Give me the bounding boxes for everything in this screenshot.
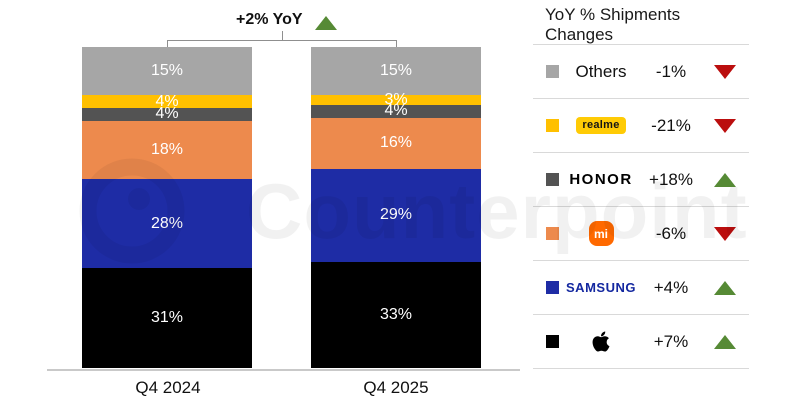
segment-label: 33% bbox=[379, 305, 413, 323]
segment-others: 15% bbox=[311, 47, 481, 96]
stacked-bar-q4-2024: 15% 4% 4% 18% 28% 31% bbox=[82, 47, 252, 368]
segment-label: 16% bbox=[379, 134, 413, 152]
segment-honor: 4% bbox=[82, 105, 252, 123]
trend-up-icon bbox=[315, 16, 337, 30]
legend-row-xiaomi: mi -6% bbox=[533, 207, 749, 261]
yoy-change-honor: +18% bbox=[649, 169, 693, 189]
segment-label: 3% bbox=[384, 90, 408, 108]
yoy-change-realme: -21% bbox=[651, 115, 691, 135]
color-swatch-others bbox=[546, 65, 559, 78]
segment-others: 15% bbox=[82, 47, 252, 96]
segment-honor: 4% bbox=[311, 102, 481, 120]
honor-logo: HONOR bbox=[569, 171, 633, 188]
segment-xiaomi: 18% bbox=[82, 120, 252, 179]
x-axis-label-q4-2024: Q4 2024 bbox=[135, 378, 201, 397]
segment-samsung: 29% bbox=[311, 168, 481, 263]
segment-label: 15% bbox=[379, 62, 413, 80]
segment-samsung: 28% bbox=[82, 178, 252, 269]
segment-label: 31% bbox=[150, 309, 184, 327]
trend-down-icon bbox=[714, 226, 736, 241]
legend-row-honor: HONOR +18% bbox=[533, 153, 749, 207]
trend-up-icon bbox=[714, 280, 736, 295]
legend-row-others: Others -1% bbox=[533, 45, 749, 99]
segment-realme: 4% bbox=[82, 92, 252, 110]
legend-row-apple: +7% bbox=[533, 315, 749, 369]
color-swatch-xiaomi bbox=[546, 227, 559, 240]
yoy-change-apple: +7% bbox=[653, 331, 689, 351]
trend-up-icon bbox=[714, 334, 736, 349]
yoy-change-xiaomi: -6% bbox=[655, 223, 687, 243]
trend-up-icon bbox=[714, 172, 736, 187]
yoy-change-samsung: +4% bbox=[653, 277, 689, 297]
segment-label: 28% bbox=[150, 214, 184, 232]
segment-realme: 3% bbox=[311, 90, 481, 108]
legend-row-realme: realme -21% bbox=[533, 99, 749, 153]
bracket-tick-right bbox=[396, 40, 397, 48]
bracket-stem bbox=[282, 31, 283, 41]
trend-down-icon bbox=[714, 64, 736, 79]
x-axis-line bbox=[47, 369, 520, 371]
brand-label-others: Others bbox=[575, 61, 627, 81]
realme-logo: realme bbox=[576, 117, 626, 134]
bracket-tick-left bbox=[167, 40, 168, 48]
x-axis-label-q4-2025: Q4 2025 bbox=[363, 378, 429, 397]
segment-label: 29% bbox=[379, 206, 413, 224]
yoy-change-others: -1% bbox=[655, 61, 687, 81]
segment-label: 18% bbox=[150, 140, 184, 158]
segment-label: 4% bbox=[155, 92, 179, 110]
color-swatch-samsung bbox=[546, 281, 559, 294]
xiaomi-mi-logo: mi bbox=[588, 221, 614, 246]
segment-apple: 31% bbox=[82, 268, 252, 368]
legend-row-samsung: SAMSUNG +4% bbox=[533, 261, 749, 315]
stacked-bar-q4-2025: 15% 3% 4% 16% 29% 33% bbox=[311, 47, 481, 368]
legend-title: YoY % Shipments Changes bbox=[533, 0, 749, 45]
legend-panel: YoY % Shipments Changes Others -1% realm… bbox=[533, 0, 749, 369]
apple-logo-icon bbox=[592, 330, 610, 353]
segment-apple: 33% bbox=[311, 262, 481, 368]
color-swatch-realme bbox=[546, 119, 559, 132]
samsung-wordmark: SAMSUNG bbox=[566, 280, 636, 295]
trend-down-icon bbox=[714, 118, 736, 133]
segment-label: 15% bbox=[150, 62, 184, 80]
total-yoy-change-label: +2% YoY bbox=[236, 11, 303, 28]
segment-label: 4% bbox=[384, 102, 408, 120]
segment-label: 4% bbox=[155, 105, 179, 123]
color-swatch-honor bbox=[546, 173, 559, 186]
color-swatch-apple bbox=[546, 335, 559, 348]
segment-xiaomi: 16% bbox=[311, 117, 481, 169]
